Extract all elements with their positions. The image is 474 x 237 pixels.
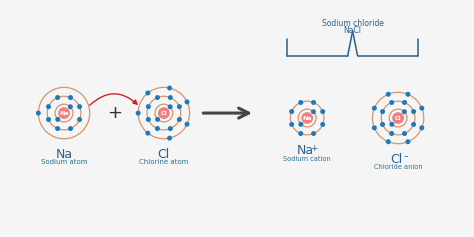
Text: Chloride anion: Chloride anion xyxy=(374,164,422,170)
Circle shape xyxy=(406,140,410,144)
Circle shape xyxy=(406,92,410,96)
Circle shape xyxy=(321,123,325,126)
Circle shape xyxy=(78,105,82,108)
Circle shape xyxy=(393,113,403,123)
Circle shape xyxy=(390,101,393,104)
Text: Cl: Cl xyxy=(158,148,170,161)
Circle shape xyxy=(412,110,415,113)
Circle shape xyxy=(321,110,325,113)
Circle shape xyxy=(403,101,406,104)
Circle shape xyxy=(373,106,376,110)
Circle shape xyxy=(420,126,424,130)
Circle shape xyxy=(381,110,384,113)
Circle shape xyxy=(155,96,159,99)
Circle shape xyxy=(178,105,181,108)
Text: Na: Na xyxy=(55,148,73,161)
Circle shape xyxy=(402,110,406,114)
Circle shape xyxy=(299,123,303,126)
Text: Chlorine atom: Chlorine atom xyxy=(139,159,189,164)
Circle shape xyxy=(146,118,150,121)
Circle shape xyxy=(381,123,384,126)
Circle shape xyxy=(47,105,50,108)
Circle shape xyxy=(185,123,189,126)
Circle shape xyxy=(69,96,72,99)
Circle shape xyxy=(420,106,424,110)
Circle shape xyxy=(59,108,69,118)
Circle shape xyxy=(386,140,390,144)
Text: Sodium atom: Sodium atom xyxy=(41,159,87,164)
Circle shape xyxy=(169,96,172,99)
Circle shape xyxy=(36,111,40,115)
Text: Na: Na xyxy=(302,115,312,120)
Circle shape xyxy=(373,126,376,130)
Circle shape xyxy=(146,131,150,135)
Circle shape xyxy=(155,127,159,130)
Text: –: – xyxy=(404,153,408,162)
Circle shape xyxy=(302,113,312,123)
Circle shape xyxy=(390,132,393,135)
Circle shape xyxy=(146,91,150,95)
Circle shape xyxy=(69,105,72,109)
Circle shape xyxy=(412,123,415,126)
Circle shape xyxy=(69,127,72,130)
Circle shape xyxy=(299,132,302,135)
Circle shape xyxy=(312,110,315,114)
Circle shape xyxy=(185,100,189,104)
Circle shape xyxy=(312,101,315,104)
Text: Sodium cation: Sodium cation xyxy=(283,155,331,162)
Text: Na: Na xyxy=(297,144,314,157)
FancyArrowPatch shape xyxy=(90,94,137,105)
Circle shape xyxy=(403,132,406,135)
Circle shape xyxy=(146,105,150,108)
Circle shape xyxy=(178,118,181,121)
Circle shape xyxy=(137,111,140,115)
Circle shape xyxy=(386,92,390,96)
Circle shape xyxy=(156,118,159,121)
Text: Cl: Cl xyxy=(390,153,402,166)
Circle shape xyxy=(290,110,293,113)
Circle shape xyxy=(390,123,393,126)
Circle shape xyxy=(78,118,82,121)
Circle shape xyxy=(290,123,293,126)
Text: NaCl: NaCl xyxy=(344,26,362,35)
Text: Na: Na xyxy=(59,111,69,116)
Circle shape xyxy=(169,127,172,130)
Circle shape xyxy=(168,105,172,109)
Text: +: + xyxy=(310,144,318,153)
Text: +: + xyxy=(107,104,122,122)
Text: Cl: Cl xyxy=(395,115,401,120)
Circle shape xyxy=(56,118,60,121)
Circle shape xyxy=(299,101,302,104)
Circle shape xyxy=(56,96,59,99)
Circle shape xyxy=(159,108,169,118)
Circle shape xyxy=(168,136,172,140)
Circle shape xyxy=(56,127,59,130)
Text: Sodium chloride: Sodium chloride xyxy=(322,19,383,28)
Circle shape xyxy=(47,118,50,121)
Text: Cl: Cl xyxy=(161,111,167,116)
Circle shape xyxy=(312,132,315,135)
Circle shape xyxy=(168,86,172,90)
